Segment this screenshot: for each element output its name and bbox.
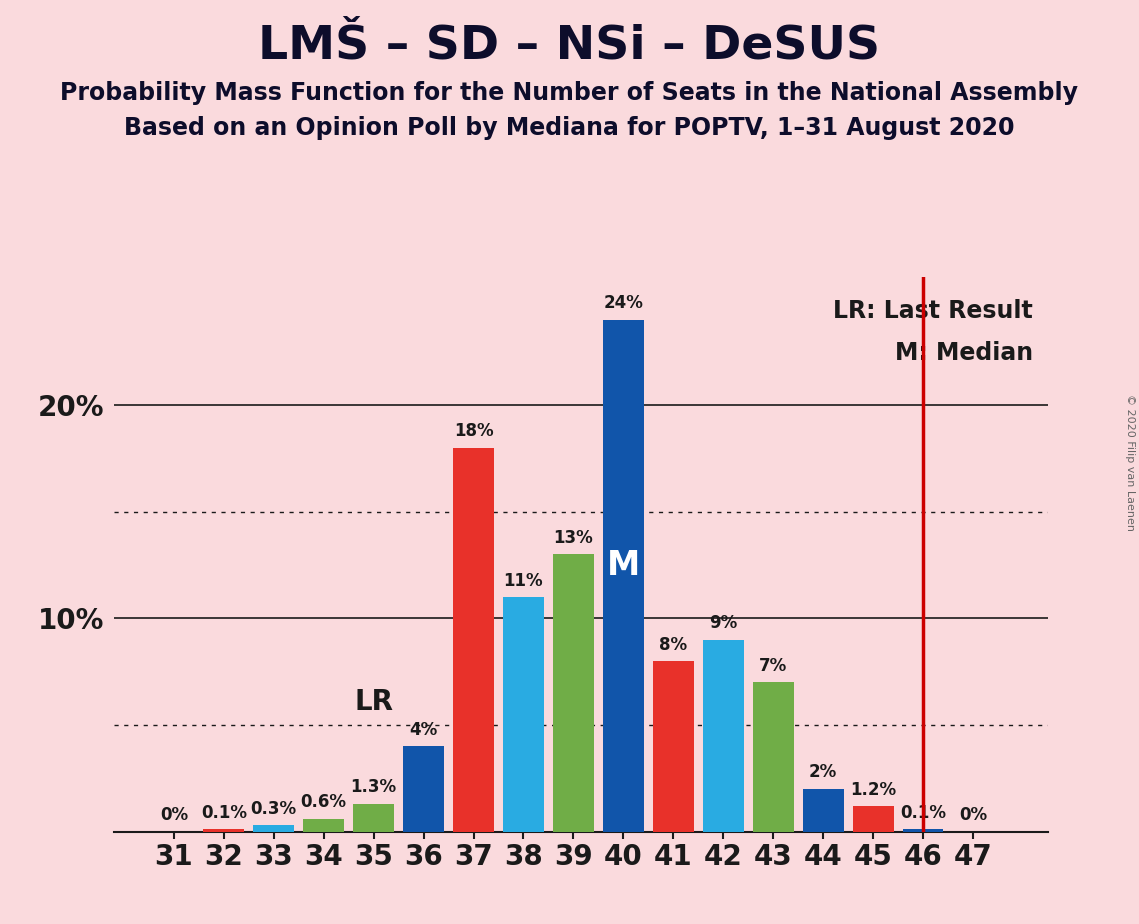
- Text: 24%: 24%: [604, 295, 644, 312]
- Text: M: Median: M: Median: [895, 341, 1033, 365]
- Bar: [552, 554, 593, 832]
- Text: 0.6%: 0.6%: [301, 794, 346, 811]
- Bar: [203, 830, 244, 832]
- Text: 8%: 8%: [659, 636, 687, 653]
- Text: 7%: 7%: [759, 657, 787, 675]
- Text: Based on an Opinion Poll by Mediana for POPTV, 1–31 August 2020: Based on an Opinion Poll by Mediana for …: [124, 116, 1015, 140]
- Bar: [503, 597, 544, 832]
- Text: 0%: 0%: [959, 806, 988, 824]
- Bar: [453, 448, 494, 832]
- Text: LMŠ – SD – NSi – DeSUS: LMŠ – SD – NSi – DeSUS: [259, 23, 880, 68]
- Text: 0%: 0%: [159, 806, 188, 824]
- Text: 0.1%: 0.1%: [900, 804, 947, 822]
- Text: © 2020 Filip van Laenen: © 2020 Filip van Laenen: [1125, 394, 1134, 530]
- Bar: [853, 806, 894, 832]
- Text: M: M: [607, 549, 640, 581]
- Text: 2%: 2%: [809, 763, 837, 782]
- Text: LR: LR: [354, 688, 394, 716]
- Bar: [253, 825, 294, 832]
- Bar: [353, 804, 394, 832]
- Bar: [703, 639, 744, 832]
- Text: Probability Mass Function for the Number of Seats in the National Assembly: Probability Mass Function for the Number…: [60, 81, 1079, 105]
- Text: 18%: 18%: [453, 422, 493, 441]
- Bar: [603, 320, 644, 832]
- Bar: [753, 682, 794, 832]
- Text: 11%: 11%: [503, 572, 543, 590]
- Text: LR: Last Result: LR: Last Result: [833, 298, 1033, 322]
- Text: 0.1%: 0.1%: [200, 804, 247, 822]
- Text: 4%: 4%: [409, 721, 437, 739]
- Bar: [303, 819, 344, 832]
- Bar: [653, 661, 694, 832]
- Text: 1.3%: 1.3%: [351, 778, 396, 796]
- Bar: [403, 747, 444, 832]
- Bar: [902, 830, 943, 832]
- Text: 1.2%: 1.2%: [850, 781, 896, 798]
- Bar: [803, 789, 844, 832]
- Text: 9%: 9%: [710, 614, 737, 632]
- Text: 13%: 13%: [554, 529, 593, 547]
- Text: 0.3%: 0.3%: [251, 800, 297, 818]
